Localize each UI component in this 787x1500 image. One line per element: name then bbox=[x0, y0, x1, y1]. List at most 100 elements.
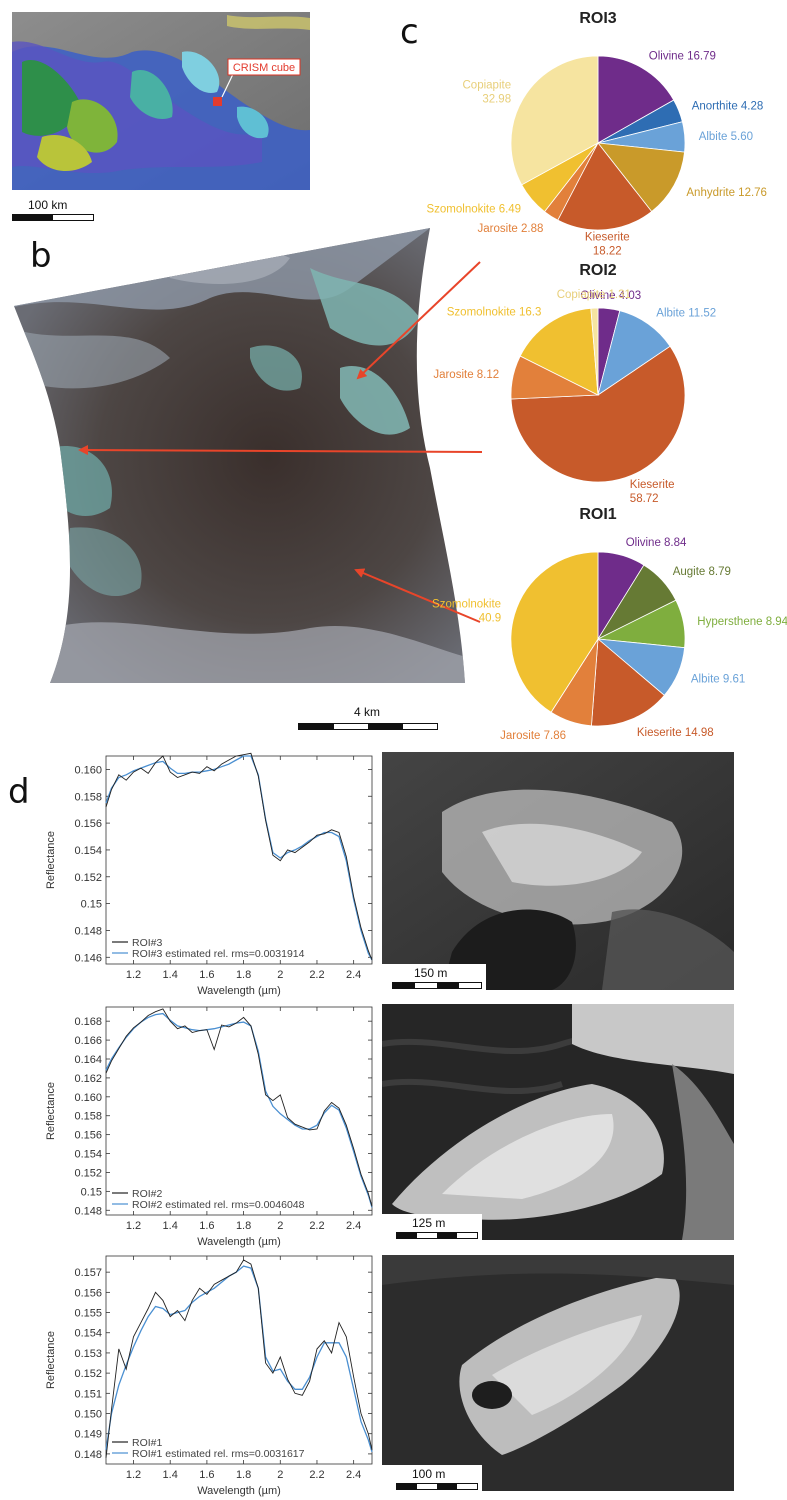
y-axis-label: Reflectance bbox=[45, 1082, 57, 1140]
pie-label-szomolnokite: Szomolnokite 40.9 bbox=[432, 599, 501, 625]
pie-slice-szomolnokite bbox=[519, 307, 599, 396]
y-tick-label: 0.166 bbox=[74, 1035, 102, 1047]
panel-label-c: c bbox=[400, 12, 419, 52]
x-tick-label: 2.4 bbox=[346, 1220, 361, 1232]
x-tick-label: 1.2 bbox=[126, 1469, 141, 1481]
context-map-scalebar: 100 km bbox=[12, 198, 94, 222]
legend-entry: ROI#2 estimated rel. rms=0.0046048 bbox=[132, 1199, 305, 1211]
y-tick-label: 0.160 bbox=[74, 764, 102, 776]
x-axis-label: Wavelength (µm) bbox=[197, 1485, 281, 1497]
x-tick-label: 1.6 bbox=[199, 969, 214, 981]
y-tick-label: 0.168 bbox=[74, 1016, 102, 1028]
y-tick-label: 0.152 bbox=[74, 872, 102, 884]
y-tick-label: 0.148 bbox=[74, 1449, 102, 1461]
x-tick-label: 1.2 bbox=[126, 969, 141, 981]
x-tick-label: 2.2 bbox=[309, 969, 324, 981]
series-line-estimated bbox=[105, 755, 373, 961]
pie-label-anhydrite: Anhydrite 12.76 bbox=[686, 187, 767, 199]
pie-slice-anhydrite bbox=[597, 142, 685, 213]
x-tick-label: 1.2 bbox=[126, 1220, 141, 1232]
roi-arrows bbox=[78, 261, 483, 623]
x-tick-label: 2 bbox=[277, 1469, 283, 1481]
y-tick-label: 0.151 bbox=[74, 1388, 102, 1400]
spectrum-chart-roi3: 1.2 1.4 1.6 1.8 2 2.2 2.4 0.146 0.148 0.15 0.152 0.… bbox=[45, 752, 373, 997]
legend-entry: ROI#1 estimated rel. rms=0.0031617 bbox=[132, 1448, 305, 1460]
plot-area bbox=[105, 755, 373, 965]
y-tick-label: 0.158 bbox=[74, 1111, 102, 1123]
x-tick-label: 2.4 bbox=[346, 1469, 361, 1481]
pie-slice-albite bbox=[597, 310, 671, 396]
y-tick-label: 0.155 bbox=[74, 1308, 102, 1320]
legend-entry: ROI#3 bbox=[132, 937, 163, 949]
pie-title-roi3: ROI3 bbox=[579, 10, 617, 27]
roi3-arrow bbox=[356, 261, 481, 380]
y-tick-label: 0.158 bbox=[74, 791, 102, 803]
spectrum-chart-roi2: 1.2 1.4 1.6 1.8 2 2.2 2.4 0.148 0.15 0.152 0.154 0.… bbox=[45, 1006, 373, 1248]
pie-label-olivine: Olivine 4.03 bbox=[580, 290, 641, 302]
pie-title-roi1: ROI1 bbox=[579, 506, 617, 523]
y-tick-label: 0.156 bbox=[74, 1287, 102, 1299]
y-tick-label: 0.156 bbox=[74, 1130, 102, 1142]
pie-label-albite: Albite 5.60 bbox=[699, 131, 753, 143]
y-tick-label: 0.154 bbox=[74, 845, 102, 857]
series-line-estimated bbox=[105, 1265, 373, 1453]
y-tick-label: 0.146 bbox=[74, 952, 102, 964]
pie-label-augite: Augite 8.79 bbox=[673, 566, 731, 578]
x-tick-label: 1.6 bbox=[199, 1220, 214, 1232]
roi2-arrow bbox=[78, 445, 483, 456]
x-axis-label: Wavelength (µm) bbox=[197, 985, 281, 997]
plot-area bbox=[105, 1006, 373, 1216]
y-tick-label: 0.15 bbox=[81, 1186, 102, 1198]
x-tick-label: 1.8 bbox=[236, 1469, 251, 1481]
x-tick-label: 1.4 bbox=[163, 1469, 178, 1481]
y-tick-label: 0.164 bbox=[74, 1054, 102, 1066]
roi3-detail-scalebar: 150 m bbox=[392, 966, 486, 990]
pie-label-albite: Albite 11.52 bbox=[656, 308, 716, 320]
series-line-estimated bbox=[105, 1012, 373, 1208]
pie-label-anorthite: Anorthite 4.28 bbox=[692, 100, 764, 112]
crism-cube-image bbox=[10, 228, 480, 688]
roi2-detail-image: 125 m bbox=[382, 1004, 734, 1240]
panel-label-d: d bbox=[8, 772, 30, 812]
y-tick-label: 0.157 bbox=[74, 1267, 102, 1279]
pie-label-hypersthene: Hypersthene 8.94 bbox=[697, 616, 787, 628]
pie-label-copiapite: Copiapite 32.98 bbox=[463, 80, 512, 106]
series-line-measured bbox=[105, 1259, 373, 1458]
y-tick-label: 0.156 bbox=[74, 818, 102, 830]
pie-slice-copiapite bbox=[510, 55, 599, 186]
legend-entry: ROI#1 bbox=[132, 1437, 163, 1449]
roi1-detail-image: 100 m bbox=[382, 1255, 734, 1491]
y-tick-label: 0.149 bbox=[74, 1429, 102, 1441]
pie-label-albite: Albite 9.61 bbox=[691, 674, 745, 686]
y-tick-label: 0.154 bbox=[74, 1149, 102, 1161]
pie-slice-szomolnokite bbox=[510, 551, 599, 713]
legend-entry: ROI#2 bbox=[132, 1188, 163, 1200]
roi1-arrow bbox=[354, 568, 481, 623]
series-line-measured bbox=[105, 752, 373, 961]
crism-cube-callout: CRISM cube bbox=[233, 62, 295, 74]
roi3-detail-scalebar-label: 150 m bbox=[414, 966, 448, 980]
y-tick-label: 0.160 bbox=[74, 1092, 102, 1104]
pie-slice-olivine bbox=[597, 55, 675, 144]
pie-slice-kieserite bbox=[510, 345, 686, 483]
roi2-detail-scalebar: 125 m bbox=[396, 1216, 482, 1240]
pie-label-copiapite: Copiapite 1.31 bbox=[557, 289, 631, 301]
y-tick-label: 0.152 bbox=[74, 1368, 102, 1380]
y-tick-label: 0.148 bbox=[74, 1205, 102, 1217]
pie-label-szomolnokite: Szomolnokite 6.49 bbox=[426, 204, 521, 216]
x-tick-label: 2.2 bbox=[309, 1220, 324, 1232]
context-map-scalebar-label: 100 km bbox=[28, 198, 68, 212]
y-tick-label: 0.150 bbox=[74, 1409, 102, 1421]
pie-label-olivine: Olivine 16.79 bbox=[649, 51, 716, 63]
plot-area bbox=[105, 1255, 373, 1465]
legend-entry: ROI#3 estimated rel. rms=0.0031914 bbox=[132, 948, 305, 960]
pie-label-szomolnokite: Szomolnokite 16.3 bbox=[447, 306, 542, 318]
pie-chart-roi2: Olivine 4.03 Albite 11.52 Kieserite 58.72 Ja… bbox=[433, 289, 716, 504]
pie-label-jarosite: Jarosite 7.86 bbox=[500, 730, 566, 742]
pie-title-roi2: ROI2 bbox=[579, 262, 617, 279]
x-axis-label: Wavelength (µm) bbox=[197, 1236, 281, 1248]
pie-slice-copiapite bbox=[590, 307, 599, 396]
y-tick-label: 0.148 bbox=[74, 925, 102, 937]
pie-label-olivine: Olivine 8.84 bbox=[626, 537, 687, 549]
roi2-detail-scalebar-label: 125 m bbox=[412, 1216, 446, 1230]
